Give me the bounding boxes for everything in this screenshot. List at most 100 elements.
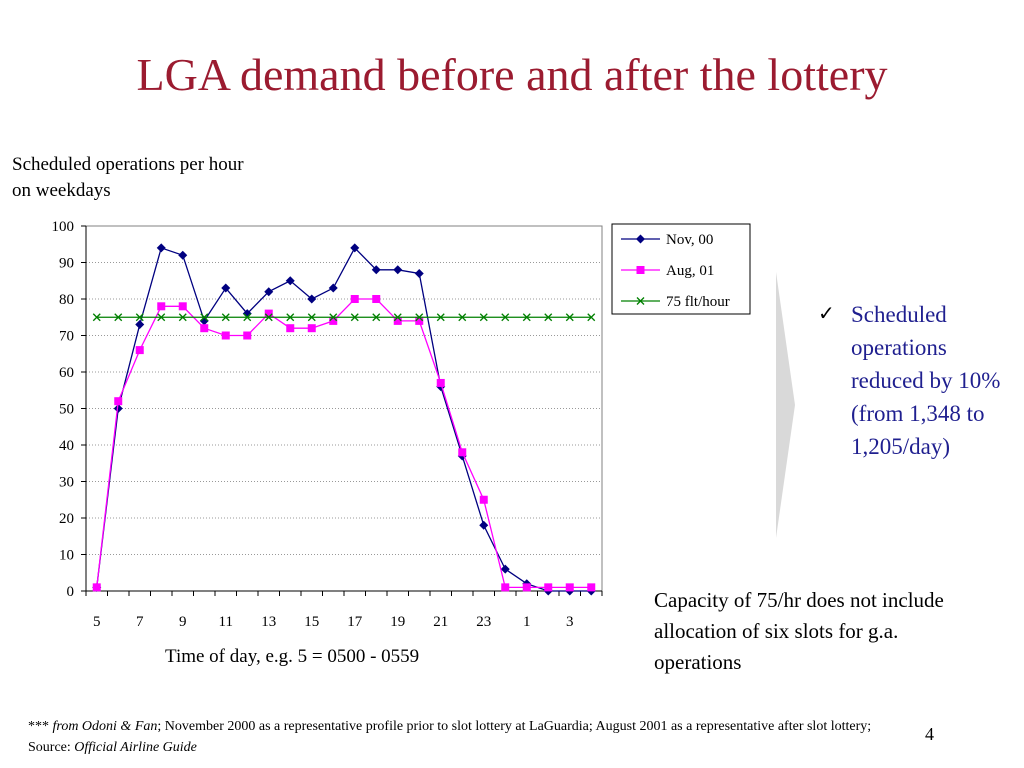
point-x (372, 313, 381, 322)
point-x (178, 313, 187, 322)
point-square (544, 583, 553, 592)
point-diamond (636, 234, 645, 244)
legend-item: Nov, 00 (621, 232, 713, 248)
x-tick-label: 5 (93, 614, 101, 630)
point-square (92, 583, 101, 592)
point-square (458, 448, 467, 457)
chart-series (92, 243, 596, 596)
capacity-note: Capacity of 75/hr does not include alloc… (654, 588, 944, 674)
point-x (479, 313, 488, 322)
point-diamond (500, 564, 510, 574)
point-diamond (371, 265, 381, 275)
point-diamond (393, 265, 403, 275)
point-x-stroke (329, 313, 338, 322)
point-square (329, 316, 338, 325)
point-diamond (350, 243, 360, 253)
series-line (96, 298, 592, 588)
point-x (544, 313, 553, 322)
series-1 (92, 295, 596, 592)
point-x (565, 313, 574, 322)
point-x-stroke (92, 313, 101, 322)
point-x (636, 297, 645, 305)
point-square (178, 302, 187, 311)
point-diamond (414, 268, 424, 278)
point-x-stroke (458, 313, 467, 322)
x-tick-label: 9 (179, 614, 187, 630)
point-diamond (307, 294, 317, 304)
point-x (436, 313, 445, 322)
point-diamond (178, 250, 188, 260)
point-x-stroke (565, 313, 574, 322)
point-x-stroke (436, 313, 445, 322)
y-axis-label: Scheduled operations per hour on weekday… (12, 154, 244, 201)
point-square (587, 583, 596, 592)
point-x-stroke (636, 297, 645, 305)
legend-item: Aug, 01 (621, 263, 714, 279)
point-x (264, 313, 273, 322)
legend-label: Nov, 00 (666, 232, 713, 248)
point-x-stroke (221, 313, 230, 322)
series-line (96, 246, 592, 592)
point-square (135, 346, 144, 355)
footnote-source: Official Airline Guide (74, 740, 197, 755)
chart-grid (85, 225, 603, 592)
point-square (436, 378, 445, 387)
point-x (286, 313, 295, 322)
point-x (200, 313, 209, 322)
point-x-stroke (157, 313, 166, 322)
x-tick-label: 3 (566, 614, 574, 630)
point-x-stroke (372, 313, 381, 322)
point-square (200, 324, 209, 333)
point-square (264, 309, 273, 318)
x-tick-label: 11 (219, 614, 233, 630)
point-x (393, 313, 402, 322)
point-x-stroke (415, 313, 424, 322)
y-tick-label: 70 (59, 329, 74, 345)
point-square (243, 331, 252, 340)
point-x-stroke (264, 313, 273, 322)
legend-label: Aug, 01 (666, 263, 714, 279)
point-x (350, 313, 359, 322)
point-square (307, 324, 316, 333)
point-x-stroke (200, 313, 209, 322)
point-square (286, 324, 295, 333)
point-x (329, 313, 338, 322)
legend-label: 75 flt/hour (666, 294, 730, 310)
point-x-stroke (114, 313, 123, 322)
y-tick-label: 20 (59, 511, 74, 527)
y-tick-label: 10 (59, 548, 74, 564)
chart-legend: Nov, 00 Aug, 01 75 flt/hour (611, 223, 751, 315)
x-tick-label: 15 (304, 614, 319, 630)
point-diamond (479, 520, 489, 530)
point-x (587, 313, 596, 322)
legend-item: 75 flt/hour (621, 294, 730, 310)
checkmark-icon: ✓ (818, 303, 835, 325)
footnote-text: ; November 2000 as a representative prof… (28, 719, 872, 755)
x-tick-label: 17 (347, 614, 363, 630)
point-x (92, 313, 101, 322)
x-tick-label: 23 (476, 614, 491, 630)
bullet-text: Scheduled operations reduced by 10% (fro… (851, 302, 1001, 459)
point-square (221, 331, 230, 340)
y-tick-label: 40 (59, 438, 74, 454)
y-tick-label: 30 (59, 475, 74, 491)
point-x-stroke (243, 313, 252, 322)
point-x (501, 313, 510, 322)
point-square (157, 302, 166, 311)
point-square (565, 583, 574, 592)
point-square (372, 295, 381, 303)
point-x (221, 313, 230, 322)
point-diamond (285, 276, 295, 286)
point-x-stroke (544, 313, 553, 322)
x-tick-label: 13 (261, 614, 276, 630)
point-x-stroke (587, 313, 596, 322)
x-tick-label: 7 (136, 614, 144, 630)
point-square (501, 583, 510, 592)
point-x (243, 313, 252, 322)
point-square (479, 495, 488, 504)
point-x-stroke (135, 313, 144, 322)
point-x (415, 313, 424, 322)
point-diamond (135, 320, 145, 330)
